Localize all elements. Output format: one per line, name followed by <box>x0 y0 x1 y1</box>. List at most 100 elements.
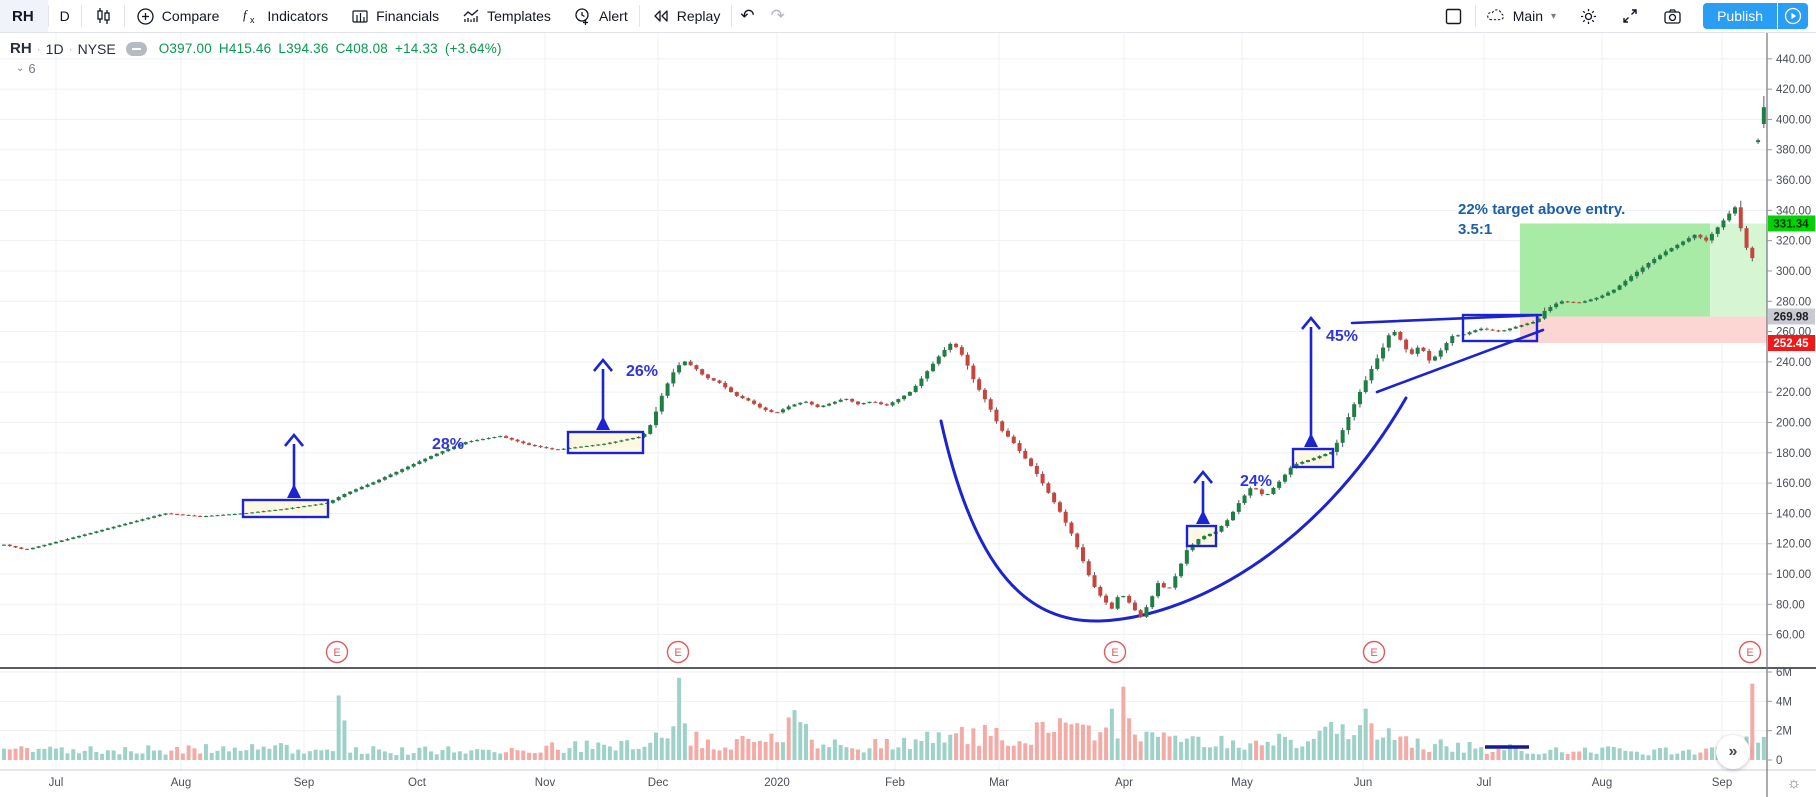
consolidation-box <box>566 430 645 455</box>
time-tick-label: Sep <box>294 777 314 789</box>
financials-icon <box>350 6 370 26</box>
percent-gain-label: 28% <box>432 436 464 453</box>
publish-split-button: Publish <box>1703 3 1808 29</box>
replay-button[interactable]: Replay <box>640 0 732 32</box>
indicators-label: Indicators <box>267 8 329 24</box>
legend-exchange: NYSE <box>77 40 116 57</box>
price-tick-label: 60.00 <box>1776 630 1805 642</box>
volume-tick-label: 6M <box>1776 667 1792 679</box>
interval-button[interactable]: D <box>49 0 81 32</box>
price-axis[interactable]: 60.00 80.00 100.00 120.00 140.00 160.00 180.00… <box>1767 54 1815 642</box>
volume-series <box>2 677 1766 760</box>
svg-text:E: E <box>1111 647 1118 659</box>
candlestick-series <box>2 96 1766 618</box>
legend-more-button[interactable] <box>125 41 147 56</box>
percent-gain-label: 24% <box>1240 473 1272 490</box>
time-axis[interactable]: Jul Aug Sep Oct Nov Dec 2020 Feb Mar Apr May Jun Jul… <box>49 777 1733 789</box>
redo-button[interactable]: ↷ <box>763 6 793 26</box>
volume-tick-label: 2M <box>1776 726 1792 738</box>
compare-label: Compare <box>161 8 220 24</box>
templates-label: Templates <box>487 8 551 24</box>
fullscreen-button[interactable] <box>1609 0 1651 32</box>
templates-button[interactable]: Templates <box>450 0 562 32</box>
publish-label: Publish <box>1717 8 1763 24</box>
consolidation-box <box>1291 447 1335 469</box>
svg-text:E: E <box>333 647 340 659</box>
price-tick-label: 300.00 <box>1776 266 1811 278</box>
toolbar-right-group: Main ▾ Publish <box>1433 0 1816 32</box>
scroll-to-latest-button[interactable]: » <box>1716 735 1750 769</box>
templates-icon <box>461 6 481 26</box>
alert-label: Alert <box>598 8 628 24</box>
consolidation-box <box>241 498 330 519</box>
toolbar-separator <box>47 5 49 27</box>
svg-text:269.98: 269.98 <box>1773 311 1809 323</box>
alert-button[interactable]: Alert <box>562 0 639 32</box>
volume-tick-label: 4M <box>1776 696 1792 708</box>
replay-rewind-icon <box>651 6 671 26</box>
earnings-circle-icon <box>1362 640 1386 664</box>
svg-text:E: E <box>674 647 681 659</box>
chart-legend[interactable]: RH · 1D · NYSE O397.00 H415.46 L394.36 C… <box>10 40 502 57</box>
volume-axis[interactable]: 6M 4M 2M 0 <box>1767 667 1792 767</box>
fullscreen-icon <box>1620 6 1640 26</box>
time-tick-label: Oct <box>408 777 427 789</box>
time-tick-label: Aug <box>171 777 191 789</box>
layout-button[interactable] <box>1433 0 1475 32</box>
legend-ohlc-values: O397.00 H415.46 L394.36 C408.08 +14.33 (… <box>159 41 502 56</box>
publish-play-button[interactable] <box>1778 3 1808 29</box>
symbol-button[interactable]: RH <box>0 0 48 32</box>
theme-toggle-icon[interactable]: ☼ <box>1782 772 1806 796</box>
price-tick-label: 200.00 <box>1776 417 1811 429</box>
snapshot-button[interactable] <box>1651 0 1693 32</box>
price-tick-label: 400.00 <box>1776 114 1811 126</box>
entry-box <box>1461 313 1539 343</box>
chart-style-button[interactable] <box>82 0 124 32</box>
object-count-label: 6 <box>28 61 36 76</box>
legend-separator: · <box>36 41 41 56</box>
toolbar-separator <box>731 5 733 27</box>
chevron-down-icon: ▾ <box>1551 10 1557 22</box>
svg-text:252.45: 252.45 <box>1773 338 1809 350</box>
ohlc-close: C408.08 <box>335 41 389 56</box>
chevron-right-double-icon: » <box>1728 743 1738 760</box>
price-tick-label: 80.00 <box>1776 599 1805 611</box>
time-tick-label: Sep <box>1712 777 1732 789</box>
toolbar-separator <box>80 5 82 27</box>
undo-button[interactable]: ↶ <box>732 6 762 26</box>
chevron-down-icon: ⌄ <box>16 63 25 74</box>
price-level-label <box>1768 308 1815 325</box>
price-tick-label: 360.00 <box>1776 175 1811 187</box>
price-tick-label: 140.00 <box>1776 508 1811 520</box>
candlestick-style-icon <box>93 6 113 26</box>
compare-button[interactable]: Compare <box>125 0 231 32</box>
target-note-text: 3.5:1 <box>1458 221 1492 238</box>
time-tick-label: Mar <box>989 777 1009 789</box>
symbol-label: RH <box>12 7 34 25</box>
sun-icon: ☼ <box>1786 775 1802 792</box>
time-tick-label: Feb <box>885 777 905 789</box>
price-tick-label: 180.00 <box>1776 448 1811 460</box>
consolidation-boxes <box>241 313 1539 548</box>
grid-lines <box>0 32 1767 770</box>
cloud-layout-button[interactable]: Main ▾ <box>1476 0 1567 32</box>
percent-gain-label: 26% <box>626 363 658 380</box>
price-tick-label: 420.00 <box>1776 84 1811 96</box>
time-tick-label: Apr <box>1115 777 1133 789</box>
consolidation-box-fills <box>243 432 1333 546</box>
earnings-circle-icon <box>325 640 349 664</box>
object-tree-toggle[interactable]: ⌄ 6 <box>10 60 42 77</box>
ohlc-low: L394.36 <box>278 41 329 56</box>
settings-button[interactable] <box>1567 0 1609 32</box>
price-level-label <box>1768 215 1815 232</box>
price-tick-label: 120.00 <box>1776 539 1811 551</box>
breakout-arrows <box>283 315 1322 524</box>
publish-button[interactable]: Publish <box>1703 3 1777 29</box>
svg-text:E: E <box>1370 647 1377 659</box>
play-circle-icon <box>1783 6 1803 26</box>
financials-button[interactable]: Financials <box>339 0 450 32</box>
